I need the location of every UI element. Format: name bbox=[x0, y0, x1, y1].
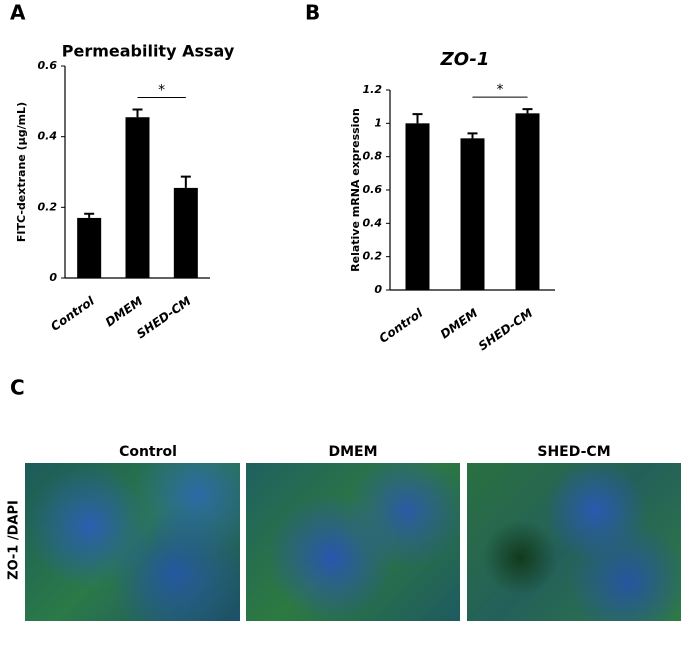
significance-label: * bbox=[158, 82, 165, 98]
error-bar bbox=[412, 113, 423, 124]
panel-letter: B bbox=[305, 1, 320, 25]
error-bar bbox=[84, 212, 95, 218]
y-tick-label: 0.4 bbox=[363, 216, 383, 229]
y-tick-label: 0.2 bbox=[38, 200, 58, 213]
y-tick-label: 0.8 bbox=[363, 150, 383, 163]
x-tick-label: DMEM bbox=[103, 294, 146, 330]
bar bbox=[125, 117, 150, 278]
y-tick-label: 0.2 bbox=[363, 250, 383, 263]
x-tick-label: SHED-CM bbox=[134, 294, 194, 342]
chart-title: ZO-1 bbox=[440, 49, 490, 70]
x-tick-label: Control bbox=[377, 305, 426, 345]
y-axis-label: Relative mRNA expression bbox=[349, 108, 362, 272]
y-axis-label: FITC-dextrane (μg/mL) bbox=[15, 102, 28, 242]
bar bbox=[460, 138, 485, 290]
bar bbox=[405, 123, 430, 290]
scale-bar bbox=[580, 632, 660, 635]
chart-title: Permeability Assay bbox=[62, 42, 235, 61]
y-tick-label: 1 bbox=[374, 116, 382, 129]
panel-letter: A bbox=[10, 1, 26, 25]
error-bar bbox=[132, 108, 143, 118]
x-tick-label: SHED-CM bbox=[476, 306, 536, 354]
x-tick-label: DMEM bbox=[438, 306, 481, 342]
micrograph bbox=[25, 463, 240, 621]
image-column-label: DMEM bbox=[328, 444, 377, 460]
error-bar bbox=[522, 108, 533, 114]
image-column-label: SHED-CM bbox=[537, 444, 610, 460]
image-row-label: ZO-1 /DAPI bbox=[7, 500, 22, 580]
error-bar bbox=[467, 132, 478, 139]
y-tick-label: 0 bbox=[49, 271, 57, 284]
bar bbox=[77, 217, 102, 278]
y-tick-label: 1.2 bbox=[363, 83, 383, 96]
significance-label: * bbox=[497, 82, 504, 98]
x-tick-label: Control bbox=[48, 293, 97, 333]
y-tick-label: 0.6 bbox=[38, 59, 58, 72]
micrograph bbox=[467, 463, 681, 621]
bar bbox=[515, 113, 540, 290]
micrograph bbox=[246, 463, 460, 621]
bar bbox=[173, 187, 198, 278]
error-bar bbox=[180, 175, 191, 188]
panel-letter: C bbox=[10, 376, 25, 400]
image-column-label: Control bbox=[119, 444, 177, 460]
y-tick-label: 0.6 bbox=[363, 183, 383, 196]
y-tick-label: 0 bbox=[374, 283, 382, 296]
y-tick-label: 0.4 bbox=[38, 130, 58, 143]
